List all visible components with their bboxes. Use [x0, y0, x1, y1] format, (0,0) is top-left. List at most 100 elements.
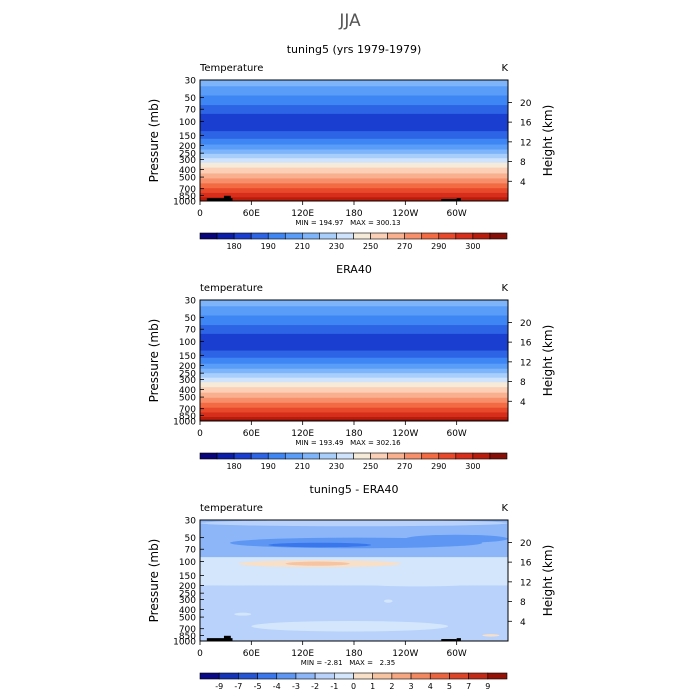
min-max-stats: MIN = 193.49 MAX = 302.16 — [295, 439, 401, 447]
colorbar-label: -5 — [254, 682, 262, 691]
y2-tick-label: 20 — [520, 539, 532, 549]
colorbar-label: 0 — [351, 682, 356, 691]
y-tick-label: 200 — [179, 142, 196, 152]
topography-mask — [223, 635, 231, 641]
y-axis-label: Pressure (mb) — [147, 319, 161, 403]
y-tick-label: 250 — [179, 370, 196, 380]
contour-band — [200, 149, 508, 155]
colorbar-box — [472, 232, 491, 240]
panel-title: ERA40 — [336, 263, 372, 276]
colorbar-box — [334, 672, 354, 680]
colorbar: 180 190 210 230 250 270 290 300 — [199, 232, 508, 251]
y-tick-label: 50 — [185, 94, 197, 104]
colorbar-box — [372, 672, 393, 680]
x-tick-label: 180 — [345, 429, 362, 439]
contour-band — [200, 95, 508, 106]
y-tick-label: 200 — [179, 582, 196, 592]
colorbar-box — [276, 672, 297, 680]
colorbar-label: 300 — [465, 462, 480, 471]
variable-label: temperature — [200, 283, 263, 294]
y-tick-label: 500 — [179, 394, 196, 404]
colorbar-label: -3 — [292, 682, 300, 691]
colorbar-label: 210 — [295, 462, 310, 471]
y-tick-label: 50 — [185, 314, 197, 324]
x-tick-label: 0 — [197, 209, 203, 219]
colorbar-box — [284, 232, 303, 240]
contour-band — [200, 113, 508, 132]
y-tick-label: 70 — [185, 546, 197, 556]
colorbar-label: 190 — [261, 462, 276, 471]
colorbar-box — [314, 672, 335, 680]
y-tick-label: 700 — [179, 185, 196, 195]
y2-tick-label: 16 — [520, 559, 532, 569]
colorbar-box — [216, 232, 235, 240]
colorbar-box — [387, 452, 405, 460]
colorbar-label: -4 — [273, 682, 281, 691]
colorbar-box — [199, 232, 218, 240]
colorbar-box — [267, 232, 286, 240]
y-tick-label: 400 — [179, 606, 196, 616]
contour-band — [200, 86, 508, 96]
colorbar-label: 210 — [295, 242, 310, 251]
x-tick-label: 0 — [197, 649, 203, 659]
min-max-stats: MIN = 194.97 MAX = 300.13 — [295, 219, 400, 227]
y-tick-label: 200 — [179, 362, 196, 372]
colorbar-box — [404, 452, 423, 460]
topography-mask — [456, 638, 461, 641]
colorbar-label: 2 — [389, 682, 394, 691]
y2-tick-label: 16 — [520, 119, 532, 129]
y-axis-label: Pressure (mb) — [147, 539, 161, 623]
contour-band — [200, 105, 508, 115]
colorbar-box — [319, 232, 337, 240]
contour-band — [200, 333, 508, 352]
y-tick-label: 300 — [179, 156, 196, 166]
contour-band — [200, 192, 508, 198]
colorbar-box — [370, 232, 388, 240]
y2-axis-label: Height (km) — [541, 105, 555, 176]
contour-band — [200, 178, 508, 184]
y-tick-label: 300 — [179, 376, 196, 386]
colorbar-label: -1 — [330, 682, 338, 691]
colorbar-box — [302, 232, 320, 240]
topography-mask — [441, 639, 457, 641]
colorbar-label: 250 — [363, 462, 378, 471]
x-tick-label: 120E — [291, 649, 314, 659]
contour-band — [200, 373, 508, 379]
contour-band — [200, 397, 508, 404]
y2-tick-label: 8 — [520, 598, 526, 608]
colorbar-box — [250, 452, 269, 460]
y-tick-label: 1000 — [173, 198, 196, 208]
contour-region — [268, 542, 372, 548]
colorbar-box — [387, 232, 405, 240]
y-tick-label: 250 — [179, 590, 196, 600]
contour-region — [200, 571, 269, 586]
x-tick-label: 60W — [446, 429, 466, 439]
colorbar-box — [233, 232, 252, 240]
y-tick-label: 150 — [179, 132, 196, 142]
contour-region — [328, 574, 508, 587]
colorbar-box — [353, 232, 371, 240]
variable-label: Temperature — [199, 63, 263, 74]
colorbar-label: 4 — [428, 682, 433, 691]
contour-band — [200, 158, 508, 164]
y-tick-label: 500 — [179, 174, 196, 184]
contour-band — [200, 131, 508, 140]
contour-band — [200, 387, 508, 394]
colorbar-box — [238, 672, 258, 680]
colorbar-box — [449, 672, 469, 680]
topography-mask — [223, 195, 231, 201]
y-tick-label: 150 — [179, 352, 196, 362]
y2-tick-label: 4 — [520, 618, 526, 628]
colorbar-label: 1 — [370, 682, 375, 691]
plot-area — [200, 300, 508, 421]
contour-band — [200, 368, 508, 374]
topography-mask — [441, 199, 457, 201]
colorbar-box — [233, 452, 252, 460]
contour-region — [473, 563, 508, 578]
colorbar-box — [302, 452, 320, 460]
colorbar-box — [429, 672, 450, 680]
colorbar-box — [216, 452, 235, 460]
y-tick-label: 400 — [179, 166, 196, 176]
colorbar-box — [438, 452, 457, 460]
